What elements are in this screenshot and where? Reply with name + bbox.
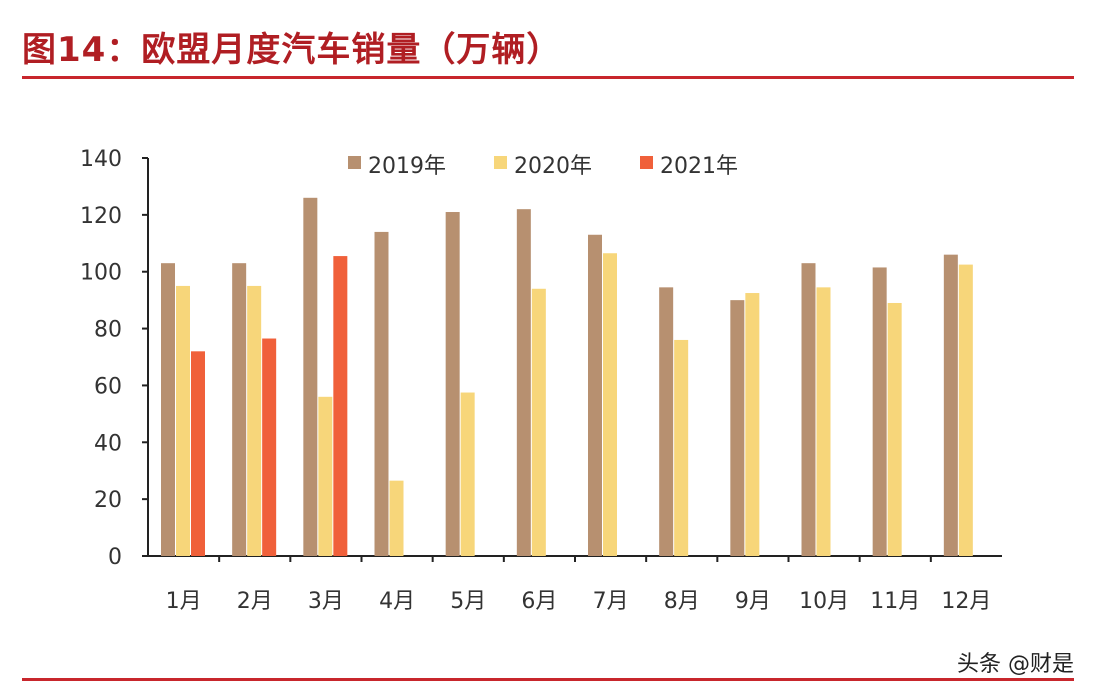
y-tick-label: 100 xyxy=(80,261,122,286)
legend-swatch-2020年 xyxy=(494,156,507,169)
y-tick-label: 140 xyxy=(80,147,122,172)
bar-2020年-9月 xyxy=(745,293,760,556)
chart-title: 图14：欧盟月度汽车销量（万辆） xyxy=(22,30,562,70)
bar-2020年-1月 xyxy=(176,285,190,556)
x-tick-label: 11月 xyxy=(870,589,920,614)
x-tick-label: 3月 xyxy=(308,589,344,614)
x-tick-label: 4月 xyxy=(379,589,415,614)
bar-2019年-12月 xyxy=(943,254,958,556)
watermark: 头条 @财是 xyxy=(957,652,1074,677)
footer-divider xyxy=(22,678,1074,681)
x-tick-label: 1月 xyxy=(166,589,202,614)
y-tick-label: 40 xyxy=(94,431,122,456)
bar-2020年-4月 xyxy=(389,480,404,556)
bar-2019年-1月 xyxy=(161,263,175,556)
bar-2019年-9月 xyxy=(730,300,745,556)
bar-2019年-5月 xyxy=(445,212,460,556)
chart-axes: 0 20 40 60 80 100 120 140 1月 2月 3月 4月 5月 6月 7月 8月 9月 10月 1… xyxy=(80,147,1002,614)
bar-2019年-7月 xyxy=(588,234,602,556)
bar-2020年-11月 xyxy=(887,302,902,556)
bar-2020年-7月 xyxy=(603,253,617,556)
y-tick-label: 20 xyxy=(94,488,122,513)
chart-bars xyxy=(161,197,973,557)
x-tick-label: 12月 xyxy=(941,589,991,614)
legend-label-2019年: 2019年 xyxy=(368,154,446,179)
chart-legend: 2019年 2020年 2021年 xyxy=(348,154,738,179)
y-tick-label: 60 xyxy=(94,374,122,399)
legend-swatch-2021年 xyxy=(640,156,653,169)
x-tick-label: 9月 xyxy=(735,589,771,614)
y-tick-label: 80 xyxy=(94,318,122,343)
bar-2021年-1月 xyxy=(191,351,205,556)
y-tick-label: 120 xyxy=(80,204,122,229)
bar-2019年-8月 xyxy=(659,287,674,556)
legend-swatch-2019年 xyxy=(348,156,361,169)
y-tick-label: 0 xyxy=(108,545,122,570)
header-divider xyxy=(22,76,1074,79)
bar-2020年-6月 xyxy=(531,288,546,556)
bar-2020年-12月 xyxy=(958,264,973,556)
bar-2021年-3月 xyxy=(333,256,348,556)
x-tick-label: 10月 xyxy=(799,589,849,614)
x-tick-label: 2月 xyxy=(237,589,273,614)
bar-2019年-3月 xyxy=(303,197,318,557)
bar-2019年-2月 xyxy=(232,263,247,556)
bar-2019年-10月 xyxy=(801,263,816,556)
legend-label-2020年: 2020年 xyxy=(514,154,592,179)
x-tick-label: 6月 xyxy=(521,589,557,614)
bar-2020年-2月 xyxy=(247,285,262,556)
bar-2019年-11月 xyxy=(872,267,887,556)
bar-2020年-8月 xyxy=(674,339,689,556)
bar-2020年-5月 xyxy=(460,392,475,556)
x-tick-label: 7月 xyxy=(593,589,629,614)
x-tick-label: 5月 xyxy=(450,589,486,614)
bar-2021年-2月 xyxy=(262,338,277,556)
bar-2020年-10月 xyxy=(816,287,831,556)
bar-2020年-3月 xyxy=(318,396,333,556)
legend-label-2021年: 2021年 xyxy=(660,154,738,179)
x-tick-label: 8月 xyxy=(664,589,700,614)
bar-2019年-6月 xyxy=(516,209,531,556)
bar-2019年-4月 xyxy=(374,231,389,556)
